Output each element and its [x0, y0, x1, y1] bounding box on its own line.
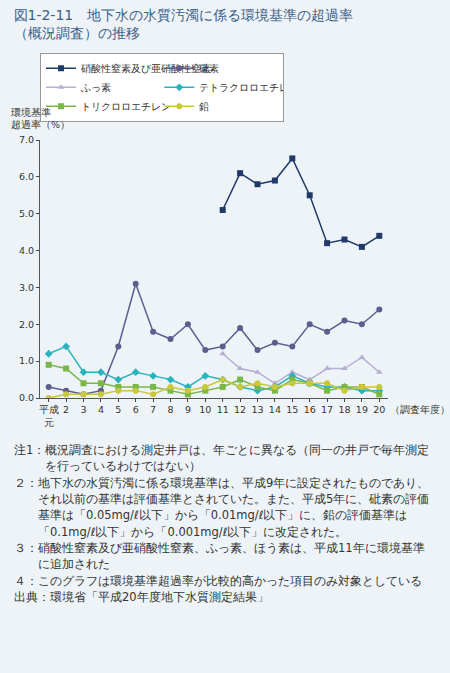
svg-text:1.0: 1.0 [19, 355, 34, 366]
svg-text:12: 12 [234, 404, 246, 415]
svg-text:2.0: 2.0 [19, 319, 34, 330]
svg-text:環境基準超過率（%）: 環境基準超過率（%） [11, 107, 70, 130]
svg-text:テトラクロロエチレン: テトラクロロエチレン [199, 82, 283, 93]
svg-text:13: 13 [251, 404, 263, 415]
svg-text:図1-2-11 地下水の水質汚濁に係る環境基準の超過率（概況: 図1-2-11 地下水の水質汚濁に係る環境基準の超過率（概況調査）の推移 [14, 7, 354, 41]
svg-text:14: 14 [269, 404, 281, 415]
svg-text:4.0: 4.0 [19, 245, 34, 256]
svg-text:鉛: 鉛 [199, 101, 209, 112]
svg-text:19: 19 [356, 404, 368, 415]
svg-text:3.0: 3.0 [19, 282, 34, 293]
html-text:出典：環境省「平成20年度地下水質測定結果」: 出典：環境省「平成20年度地下水質測定結果」 [14, 590, 269, 604]
svg-text:平成元: 平成元 [39, 404, 59, 427]
svg-text:7.0: 7.0 [19, 134, 34, 145]
svg-text:トリクロロエチレン: トリクロロエチレン [81, 101, 171, 112]
svg-text:（調査年度）: （調査年度） [390, 404, 450, 415]
svg-text:3: 3 [80, 404, 86, 415]
svg-text:11: 11 [217, 404, 229, 415]
svg-text:18: 18 [338, 404, 350, 415]
html-text:３：硝酸性窒素及び亜硝酸性窒素、ふっ素、ほう素は、平成11年: ３：硝酸性窒素及び亜硝酸性窒素、ふっ素、ほう素は、平成11年に環境基準に追加され… [14, 541, 425, 572]
svg-text:20: 20 [373, 404, 385, 415]
svg-text:5: 5 [115, 404, 121, 415]
svg-text:6.0: 6.0 [19, 171, 34, 182]
svg-text:6: 6 [133, 404, 139, 415]
svg-text:4: 4 [98, 404, 104, 415]
html-text:２：地下水の水質汚濁に係る環境基準は、平成9年に設定されたも: ２：地下水の水質汚濁に係る環境基準は、平成9年に設定されたものであり、それ以前の… [14, 475, 430, 539]
svg-text:10: 10 [199, 404, 211, 415]
svg-text:9: 9 [185, 404, 191, 415]
svg-text:8: 8 [167, 404, 173, 415]
svg-text:7: 7 [150, 404, 156, 415]
svg-text:15: 15 [286, 404, 298, 415]
svg-text:硝酸性窒素及び亜硝酸性窒素: 硝酸性窒素及び亜硝酸性窒素 [80, 63, 211, 74]
svg-text:0.0: 0.0 [19, 392, 34, 403]
svg-text:16: 16 [304, 404, 316, 415]
svg-text:砒素: 砒素 [198, 63, 219, 74]
svg-text:17: 17 [321, 404, 333, 415]
html-text:注1：概況調査における測定井戸は、年ごとに異なる（同一の井戸: 注1：概況調査における測定井戸は、年ごとに異なる（同一の井戸で毎年測定を行ってい… [14, 443, 430, 474]
svg-text:2: 2 [63, 404, 69, 415]
svg-text:ふっ素: ふっ素 [80, 82, 111, 93]
svg-text:5.0: 5.0 [19, 208, 34, 219]
html-text:４：このグラフは環境基準超過率が比較的高かった項目のみ対象と: ４：このグラフは環境基準超過率が比較的高かった項目のみ対象としている [14, 573, 422, 588]
